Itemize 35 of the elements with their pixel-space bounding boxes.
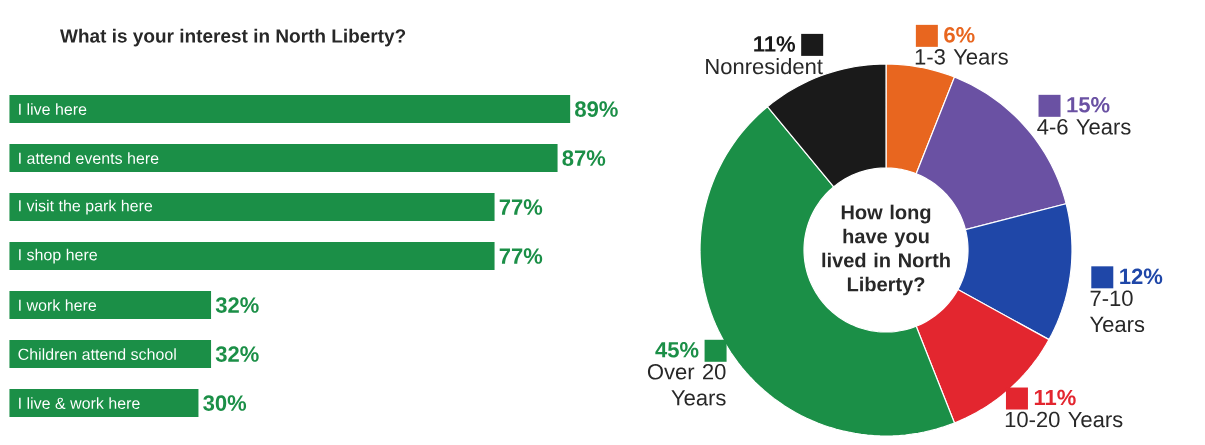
bar bbox=[9, 193, 495, 222]
data-label: 15% bbox=[1067, 97, 1110, 113]
legend-label: 7-10 Years bbox=[1089, 290, 1145, 333]
legend-label: Over 20 Years bbox=[647, 363, 726, 406]
bar bbox=[9, 95, 571, 124]
y-tick-label: I visit the park here bbox=[19, 199, 153, 215]
bar bbox=[9, 144, 558, 173]
bar bbox=[9, 291, 212, 320]
data-label: 12% bbox=[1120, 268, 1163, 285]
data-label: 11% bbox=[1034, 389, 1076, 406]
y-tick-label: I shop here bbox=[19, 248, 97, 264]
legend-label: 1-3 Years bbox=[915, 49, 1008, 65]
data-label: 6% bbox=[944, 27, 975, 43]
bar bbox=[9, 242, 495, 271]
legend-label: Nonresident bbox=[706, 58, 823, 75]
data-label: 45% bbox=[655, 342, 699, 358]
bar bbox=[9, 389, 199, 418]
data-label: 30% bbox=[203, 395, 247, 411]
y-tick-label: I attend events here bbox=[19, 152, 159, 164]
y-tick-label: I live here bbox=[19, 103, 87, 115]
data-label: 89% bbox=[575, 101, 618, 117]
data-label: 32% bbox=[215, 346, 259, 362]
legend-label: 4-6 Years bbox=[1037, 119, 1131, 135]
data-label: 77% bbox=[499, 248, 543, 264]
y-tick-label: I work here bbox=[19, 299, 97, 311]
text: How long have you lived in North Liberty? bbox=[822, 204, 950, 296]
data-label: 87% bbox=[562, 150, 606, 166]
data-label: 77% bbox=[499, 199, 543, 215]
y-tick-label: Children attend school bbox=[18, 348, 176, 360]
chart-title: What is your interest in North Liberty? bbox=[60, 28, 406, 47]
legend-label: 10-20 Years bbox=[1005, 411, 1123, 428]
bar bbox=[9, 340, 212, 369]
data-label: 11% bbox=[754, 36, 796, 52]
y-tick-label: I live & work here bbox=[19, 397, 140, 409]
data-label: 32% bbox=[215, 297, 259, 313]
